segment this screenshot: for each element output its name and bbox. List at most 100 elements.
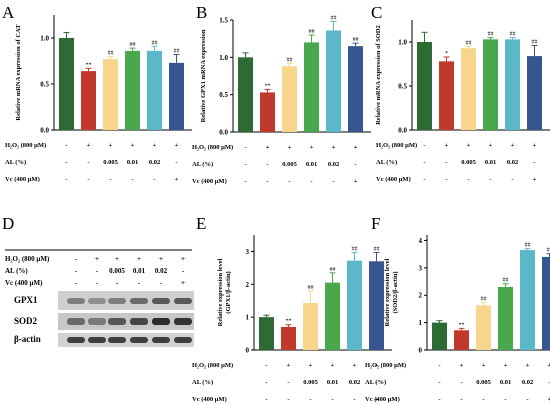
blot-band — [88, 298, 106, 304]
chart-f-cond-cell: - — [482, 396, 484, 403]
chart-a-cond-cell: + — [175, 142, 179, 149]
chart-e-cond-cell: + — [375, 396, 379, 403]
panel-letter-f: F — [371, 214, 380, 233]
chart-f-significance: ## — [503, 278, 509, 284]
chart-c-cond-cell: - — [467, 176, 469, 183]
chart-c-cond-cell: - — [511, 176, 513, 183]
chart-b-y-tick-label: 1.5 — [219, 17, 228, 25]
chart-c-cond-cell: + — [511, 142, 515, 149]
chart-c-bar — [439, 61, 454, 130]
chart-c-cond-cell: + — [467, 142, 471, 149]
chart-a-bar — [59, 38, 74, 130]
blot-band — [67, 318, 85, 325]
chart-f-cond-cell: - — [460, 396, 462, 403]
chart-c-cond-cell: - — [445, 159, 447, 166]
chart-a-bar — [147, 50, 162, 130]
blot-cond-cell: 0.02 — [155, 267, 168, 275]
chart-f: 0 1 2 3 4 Relative expression level(SOD2/β-ac… — [384, 235, 550, 355]
chart-b-cond-cell: - — [332, 178, 334, 185]
chart-a: 0.0 0.5 1.0 Relative mRNA expression of CAT… — [15, 15, 192, 135]
panel-letter-c: C — [371, 3, 382, 22]
chart-f-cond-cell: - — [438, 379, 440, 386]
chart-b-significance: ** — [265, 83, 271, 89]
blot-label-actin: β-actin — [14, 334, 41, 344]
chart-e-cond-label: Vc (400 μM) — [192, 396, 227, 403]
chart-f-bar — [520, 250, 535, 350]
blot-band — [174, 298, 192, 304]
chart-b-y-label: Relative GPX1 mRNA expression — [200, 29, 207, 122]
chart-b-cond-cell: - — [244, 161, 246, 168]
chart-b-cond-cell: 0.02 — [328, 161, 339, 168]
chart-a-cond-cell: - — [65, 176, 67, 183]
chart-f-cond-label: Vc (400 μM) — [365, 396, 400, 403]
chart-b-cond-cell: - — [288, 178, 290, 185]
chart-b-cond-cell: - — [354, 161, 356, 168]
chart-a-cond-cell: + — [153, 142, 157, 149]
blot-cond-cell: + — [159, 255, 163, 263]
chart-a-significance: ## — [130, 42, 136, 48]
chart-b-cond-cell: + — [288, 144, 292, 151]
blot-band — [152, 318, 170, 325]
chart-f-cond-cell: - — [504, 396, 506, 403]
chart-b-cond-cell: + — [332, 144, 336, 151]
condition-table-e: H₂O₂ (800 μM) - + + + + + AL (%) - - 0.005 0.01 0.02… — [192, 362, 379, 403]
blot-band — [108, 318, 126, 325]
chart-a-cond-label: AL (%) — [5, 159, 26, 166]
blot-cond-cell: 0.005 — [109, 267, 125, 275]
chart-f-cond-cell: - — [438, 396, 440, 403]
chart-a-bar — [81, 71, 96, 130]
chart-c-y-tick-label: 1.0 — [398, 39, 407, 47]
blot-cond-cell: + — [95, 255, 99, 263]
chart-c-y-label: Relative mRNA expression of SOD2 — [375, 25, 382, 125]
chart-c-cond-label: H₂O₂ (800 μM) — [376, 142, 417, 149]
blot-cond-label: Vc (400 μM) — [5, 279, 43, 287]
chart-e-bar — [281, 327, 296, 350]
blot-band — [67, 337, 85, 343]
chart-f-cond-cell: 0.01 — [500, 379, 511, 386]
chart-f-cond-label: H₂O₂ (800 μM) — [365, 362, 406, 369]
chart-b-y-tick-label: 0.0 — [219, 129, 228, 137]
chart-a-significance: ## — [152, 40, 158, 46]
chart-e-cond-cell: - — [265, 396, 267, 403]
condition-table-a: H₂O₂ (800 μM) - + + + + + AL (%) - - 0.005 0.01 0.02… — [5, 142, 179, 183]
chart-c-cond-cell: - — [423, 176, 425, 183]
blot-cond-cell: - — [75, 267, 78, 275]
chart-c-y-tick-label: 0.5 — [398, 83, 407, 91]
chart-c-cond-cell: + — [445, 142, 449, 149]
chart-a-cond-cell: 0.005 — [103, 159, 118, 166]
chart-b-cond-label: Vc (400 μM) — [192, 178, 227, 185]
chart-a-cond-cell: - — [87, 176, 89, 183]
blot-cond-cell: - — [75, 255, 78, 263]
chart-c-cond-cell: + — [533, 142, 537, 149]
chart-c-cond-cell: - — [489, 176, 491, 183]
chart-f-cond-cell: + — [482, 362, 486, 369]
blot-cond-cell: - — [96, 267, 99, 275]
chart-b-bar — [348, 46, 363, 133]
chart-b-cond-cell: + — [354, 144, 358, 151]
blot-lane-strip-gpx1 — [58, 291, 194, 310]
chart-a-cond-cell: - — [131, 176, 133, 183]
chart-c-cond-cell: + — [489, 142, 493, 149]
blot-condition-table: H₂O₂ (800 μM) - + + + + + AL (%) - - 0.005 0.01 0.02… — [5, 255, 185, 287]
chart-a-y-label: Relative mRNA expression of CAT — [15, 24, 22, 121]
chart-e-cond-cell: 0.005 — [303, 379, 318, 386]
blot-cond-cell: - — [116, 279, 119, 287]
chart-e-cond-cell: - — [353, 396, 355, 403]
chart-f-significance: ## — [481, 297, 487, 303]
chart-e-significance: ** — [286, 319, 292, 325]
chart-c-cond-cell: - — [423, 159, 425, 166]
chart-a-y-tick-label: 1.0 — [40, 35, 49, 43]
chart-e-y-label: Relative expression level(GPX1/β-actin) — [217, 258, 232, 326]
chart-f-cond-cell: - — [438, 362, 440, 369]
chart-a-bar — [103, 59, 118, 130]
blot-cond-cell: + — [137, 255, 141, 263]
chart-b-cond-cell: 0.01 — [306, 161, 317, 168]
blot-cond-cell: + — [115, 255, 119, 263]
blot-band — [88, 318, 106, 325]
chart-a-significance: ## — [108, 50, 114, 56]
chart-a-cond-cell: - — [153, 176, 155, 183]
chart-c-significance: ## — [466, 40, 472, 46]
chart-a-cond-cell: + — [131, 142, 135, 149]
chart-b-significance: ## — [287, 57, 293, 63]
blot-cond-cell: + — [181, 255, 185, 263]
